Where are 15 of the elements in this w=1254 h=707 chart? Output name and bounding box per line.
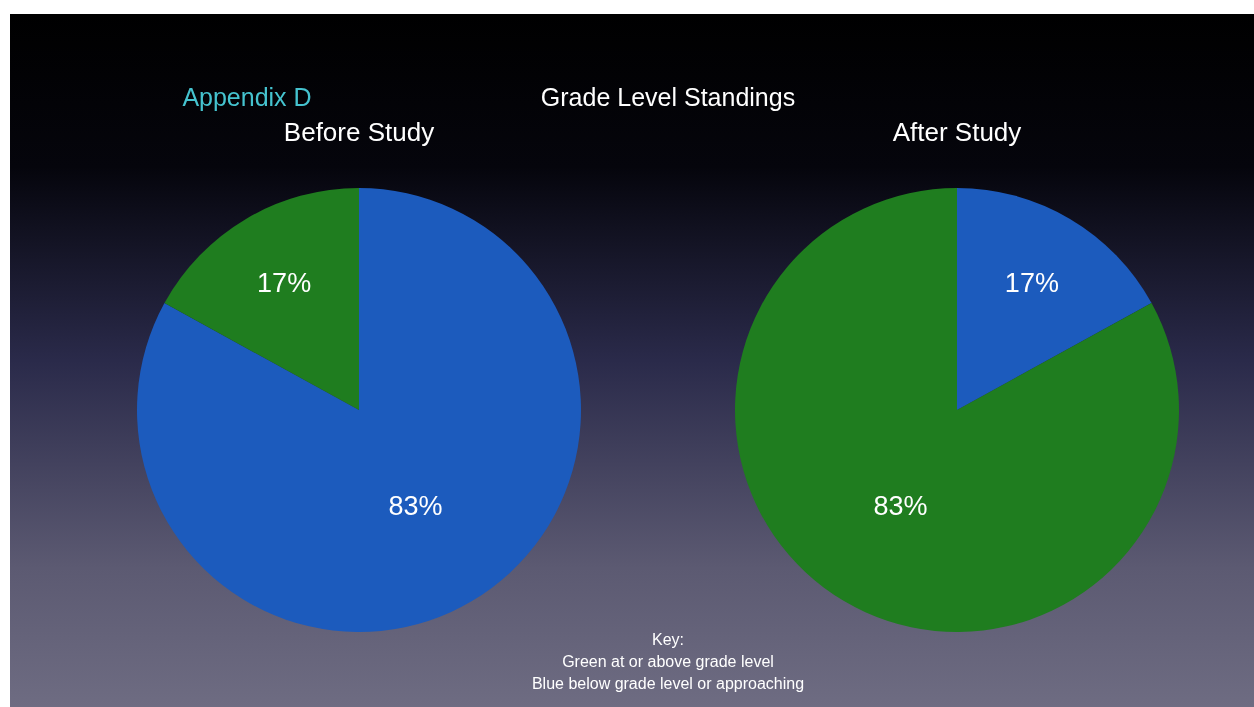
data-label: 83%: [873, 490, 928, 521]
pie-slice: [735, 188, 1179, 632]
data-label: 17%: [1004, 268, 1059, 299]
text: Key:: [651, 631, 685, 649]
chart-title: After Study: [892, 117, 1022, 148]
text: Blue below grade level or approaching: [531, 675, 805, 693]
text: Grade Level Standings: [540, 82, 796, 112]
pie-slice: [137, 188, 581, 632]
data-label: 17%: [257, 268, 312, 299]
text: Green at or above grade level: [562, 653, 774, 671]
pie-slice: [957, 188, 1152, 410]
text: Appendix D: [182, 82, 312, 112]
data-label: 83%: [388, 490, 443, 521]
pie-slice: [164, 188, 359, 410]
chart-title: Before Study: [283, 117, 435, 148]
